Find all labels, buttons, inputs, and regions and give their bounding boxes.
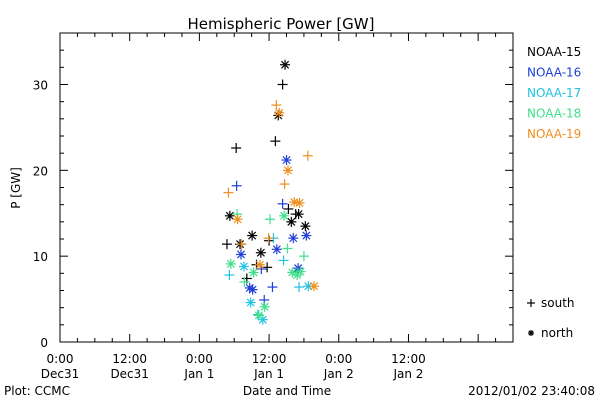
- legend-entry: NOAA-16: [527, 66, 581, 80]
- data-point-north: [301, 230, 312, 241]
- x-tick-label: 12:00: [252, 352, 287, 366]
- data-point-north: [254, 259, 265, 270]
- data-point-north: [309, 281, 320, 292]
- data-point-south: [263, 233, 274, 244]
- data-point-north: [293, 209, 304, 220]
- x-tick-date-label: Dec31: [41, 367, 80, 381]
- data-point-north: [295, 266, 306, 277]
- data-point-north: [303, 281, 314, 292]
- x-axis-label: Date and Time: [243, 384, 331, 398]
- data-point-south: [298, 251, 309, 262]
- data-point-south: [283, 203, 294, 214]
- data-point-north: [255, 247, 266, 258]
- legend-entry: NOAA-18: [527, 107, 581, 121]
- data-point-north: [238, 261, 249, 272]
- legend-entry: NOAA-15: [527, 45, 581, 59]
- legend-marker-south: [527, 299, 535, 307]
- x-tick-date-label: Jan 2: [392, 367, 423, 381]
- data-point-north: [224, 210, 235, 221]
- data-point-south: [277, 198, 288, 209]
- data-point-north: [279, 210, 290, 221]
- data-point-south: [239, 276, 250, 287]
- y-axis: 0 10 20 30: [33, 32, 513, 350]
- data-point-north: [245, 297, 256, 308]
- legend-marker-label: south: [541, 296, 575, 310]
- x-tick-date-label: Jan 1: [183, 367, 214, 381]
- x-tick-label: 12:00: [112, 352, 147, 366]
- data-point-south: [271, 100, 282, 111]
- data-point-north: [280, 59, 291, 70]
- data-point-north: [286, 216, 297, 227]
- x-tick-label: 0:00: [325, 352, 352, 366]
- legend-entry: NOAA-17: [527, 86, 581, 100]
- plot-frame: [59, 32, 514, 343]
- x-tick-date-label: Jan 2: [323, 367, 354, 381]
- footer-source: Plot: CCMC: [4, 384, 70, 398]
- data-point-south: [278, 255, 289, 266]
- legend-marker-label: north: [541, 326, 573, 340]
- data-point-south: [231, 180, 242, 191]
- data-point-south: [279, 179, 290, 190]
- data-point-north: [253, 310, 264, 321]
- x-tick-label: 0:00: [47, 352, 74, 366]
- x-tick-date-label: Dec31: [110, 367, 149, 381]
- data-point-north: [247, 284, 258, 295]
- y-tick-label: 10: [33, 250, 48, 264]
- data-point-south: [236, 239, 247, 250]
- data-point-north: [259, 301, 270, 312]
- data-point-south: [277, 79, 288, 90]
- y-axis-label: P [GW]: [9, 167, 23, 209]
- y-tick-label: 0: [40, 336, 48, 350]
- data-point-north: [294, 197, 305, 208]
- legend-entry: NOAA-19: [527, 127, 581, 141]
- data-point-north: [225, 258, 236, 269]
- legend-marker-north: [528, 330, 534, 336]
- y-tick-label: 20: [33, 164, 48, 178]
- data-point-south: [270, 136, 281, 147]
- data-point-north: [247, 230, 258, 241]
- data-point-south: [302, 150, 313, 161]
- footer-timestamp: 2012/01/02 23:40:08: [468, 384, 595, 398]
- x-tick-date-label: Jan 1: [253, 367, 284, 381]
- data-point-south: [294, 282, 305, 293]
- data-point-south: [265, 214, 276, 225]
- data-point-north: [232, 214, 243, 225]
- x-tick-label: 12:00: [391, 352, 426, 366]
- data-point-north: [282, 165, 293, 176]
- data-points: [221, 59, 320, 325]
- data-point-north: [274, 107, 285, 118]
- x-tick-label: 0:00: [186, 352, 213, 366]
- chart-title: Hemispheric Power [GW]: [188, 15, 375, 33]
- data-point-north: [281, 155, 292, 166]
- y-tick-label: 30: [33, 79, 48, 93]
- data-point-north: [236, 249, 247, 260]
- data-point-south: [221, 239, 232, 250]
- data-point-south: [262, 262, 273, 273]
- data-point-north: [300, 221, 311, 232]
- data-point-south: [282, 243, 293, 254]
- data-point-north: [248, 267, 259, 278]
- legend: NOAA-15 NOAA-16 NOAA-17 NOAA-18 NOAA-19 south…: [527, 45, 581, 340]
- data-point-south: [231, 143, 242, 154]
- data-point-south: [223, 187, 234, 198]
- data-point-south: [224, 270, 235, 281]
- data-point-north: [271, 244, 282, 255]
- data-point-north: [288, 233, 299, 244]
- data-point-south: [267, 282, 278, 293]
